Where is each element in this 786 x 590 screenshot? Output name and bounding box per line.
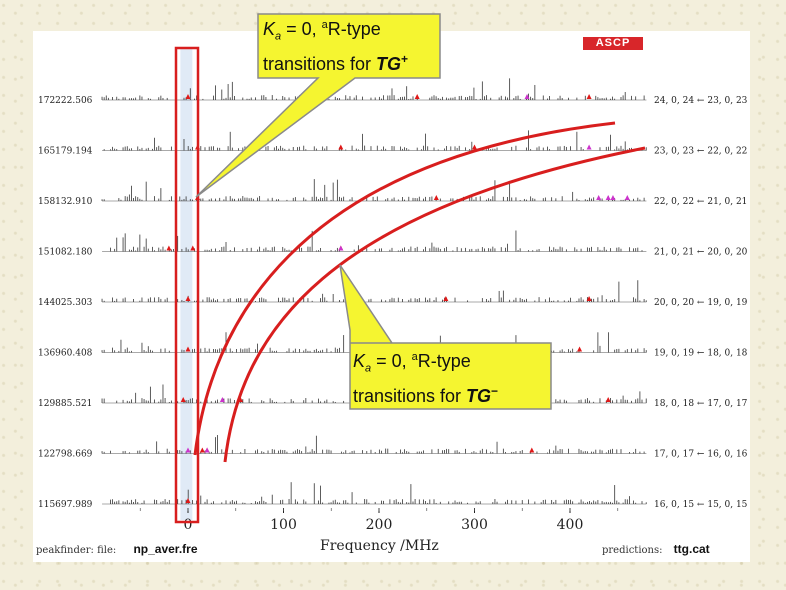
callout-tg-minus-text: Ka = 0, aR-type transitions for TG− (353, 346, 498, 407)
assigned-marker (524, 94, 530, 99)
rtype-label: R-type (417, 351, 471, 371)
row-label-right: 19, 0, 19 ← 18, 0, 18 (654, 349, 748, 359)
tg-label: TG (376, 53, 402, 74)
predicted-marker (199, 447, 205, 453)
peakfinder-label: peakfinder: file: (36, 545, 117, 556)
x-tick-label: 100 (270, 517, 297, 533)
assigned-marker (605, 195, 611, 200)
assigned-marker (338, 245, 344, 251)
row-label-left: 151082.180 (38, 248, 93, 258)
predicted-marker (586, 94, 592, 99)
predicted-marker (180, 397, 186, 402)
row-label-right: 17, 0, 17 ← 16, 0, 16 (654, 450, 748, 460)
row-label-right: 22, 0, 22 ← 21, 0, 21 (654, 197, 747, 207)
assigned-marker (204, 447, 210, 453)
rtype-label: R-type (327, 19, 381, 39)
assigned-marker (610, 195, 616, 200)
plot-card (33, 31, 750, 562)
predicted-marker (433, 195, 439, 200)
x-tick-label: 300 (461, 517, 488, 533)
row-label-left: 129885.521 (38, 399, 92, 409)
ka-value: = 0, (371, 351, 412, 371)
callout-tg-minus-bubble (339, 264, 552, 410)
assigned-marker (624, 195, 630, 200)
row-label-left: 144025.303 (38, 298, 93, 308)
row-label-left: 122798.669 (38, 450, 93, 460)
predicted-marker (577, 346, 583, 352)
ka-symbol: K (353, 351, 366, 371)
predicted-marker (166, 245, 172, 251)
predicted-marker (586, 296, 592, 301)
row-label-right: 20, 0, 20 ← 19, 0, 19 (654, 298, 748, 308)
predicted-marker (185, 498, 191, 503)
tg-minus-curve-upper (193, 121, 616, 456)
predicted-marker (443, 296, 449, 301)
assigned-marker (596, 195, 602, 200)
a-superscript: a (321, 19, 328, 31)
assigned-marker (219, 397, 225, 402)
predicted-marker (529, 447, 535, 453)
zero-band (180, 48, 193, 520)
callout-tg-plus-text: Ka = 0, aR-type transitions for TG+ (263, 14, 408, 75)
predicted-marker (414, 94, 420, 99)
predicted-marker (190, 245, 196, 251)
transitions-label: transitions for (263, 53, 377, 74)
assigned-marker (586, 144, 592, 150)
row-label-left: 115697.989 (38, 500, 93, 510)
row-label-left: 172222.506 (38, 96, 93, 106)
row-label-right: 16, 0, 15 ← 15, 0, 15 (654, 500, 748, 510)
ka-symbol: K (263, 19, 276, 39)
row-label-right: 21, 0, 21 ← 20, 0, 20 (654, 248, 748, 258)
zero-highlight-box (174, 46, 200, 524)
ka-value: = 0, (281, 19, 322, 39)
predicted-marker (472, 144, 477, 150)
predictions-file: ttg.cat (673, 542, 710, 556)
row-label-right: 24, 0, 24 ← 23, 0, 23 (654, 96, 748, 106)
ka-subscript: a (365, 362, 372, 375)
row-label-right: 18, 0, 18 ← 17, 0, 17 (654, 399, 748, 409)
callout-tg-plus-bubble (195, 13, 441, 198)
tg-label: TG (466, 385, 492, 406)
tg-minus-sign: − (491, 383, 499, 398)
x-tick-label: 0 (184, 517, 193, 533)
transitions-label: transitions for (353, 385, 467, 406)
row-label-left: 136960.408 (38, 349, 93, 359)
assigned-marker (185, 447, 191, 453)
x-tick-label: 200 (366, 517, 393, 533)
peakfinder-file: np_aver.fre (133, 542, 198, 556)
predicted-marker (185, 296, 191, 301)
x-tick-label: 400 (557, 517, 584, 533)
predicted-marker (185, 94, 191, 99)
predictions-label: predictions: (602, 545, 663, 556)
row-label-left: 158132.910 (38, 197, 93, 207)
x-axis-title: Frequency /MHz (320, 538, 439, 554)
tg-minus-curve-lower (223, 146, 646, 463)
tg-plus-sign: + (401, 51, 409, 66)
predicted-marker (605, 397, 611, 402)
a-superscript: a (411, 351, 418, 363)
predicted-marker (185, 346, 191, 352)
footer-left: peakfinder: file: np_aver.fre (36, 542, 198, 556)
ka-subscript: a (275, 30, 282, 43)
predicted-marker (338, 144, 344, 150)
row-label-right: 23, 0, 23 ← 22, 0, 22 (654, 147, 747, 157)
row-label-left: 165179.194 (38, 147, 93, 157)
footer-right: predictions: ttg.cat (602, 542, 710, 556)
ascp-logo: ASCP (583, 37, 643, 50)
